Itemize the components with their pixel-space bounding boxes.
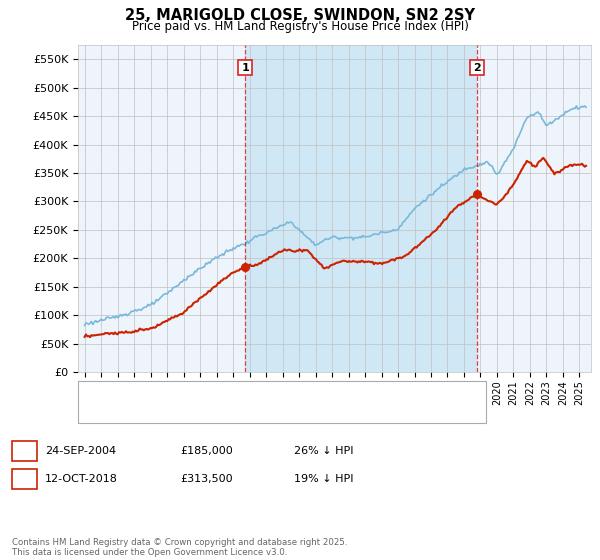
Text: £185,000: £185,000 <box>180 446 233 456</box>
Text: 19% ↓ HPI: 19% ↓ HPI <box>294 474 353 484</box>
Text: 2: 2 <box>20 472 29 486</box>
Text: 12-OCT-2018: 12-OCT-2018 <box>45 474 118 484</box>
Text: 24-SEP-2004: 24-SEP-2004 <box>45 446 116 456</box>
Text: 26% ↓ HPI: 26% ↓ HPI <box>294 446 353 456</box>
Text: 1: 1 <box>20 444 29 458</box>
Text: 2: 2 <box>473 63 481 73</box>
Bar <box>245 45 477 372</box>
Text: HPI: Average price, detached house, Swindon: HPI: Average price, detached house, Swin… <box>115 406 352 416</box>
Text: Contains HM Land Registry data © Crown copyright and database right 2025.
This d: Contains HM Land Registry data © Crown c… <box>12 538 347 557</box>
Text: 25, MARIGOLD CLOSE, SWINDON, SN2 2SY (detached house): 25, MARIGOLD CLOSE, SWINDON, SN2 2SY (de… <box>115 388 432 398</box>
Text: Price paid vs. HM Land Registry's House Price Index (HPI): Price paid vs. HM Land Registry's House … <box>131 20 469 32</box>
Text: £313,500: £313,500 <box>180 474 233 484</box>
Text: 1: 1 <box>241 63 249 73</box>
Text: 25, MARIGOLD CLOSE, SWINDON, SN2 2SY: 25, MARIGOLD CLOSE, SWINDON, SN2 2SY <box>125 8 475 24</box>
